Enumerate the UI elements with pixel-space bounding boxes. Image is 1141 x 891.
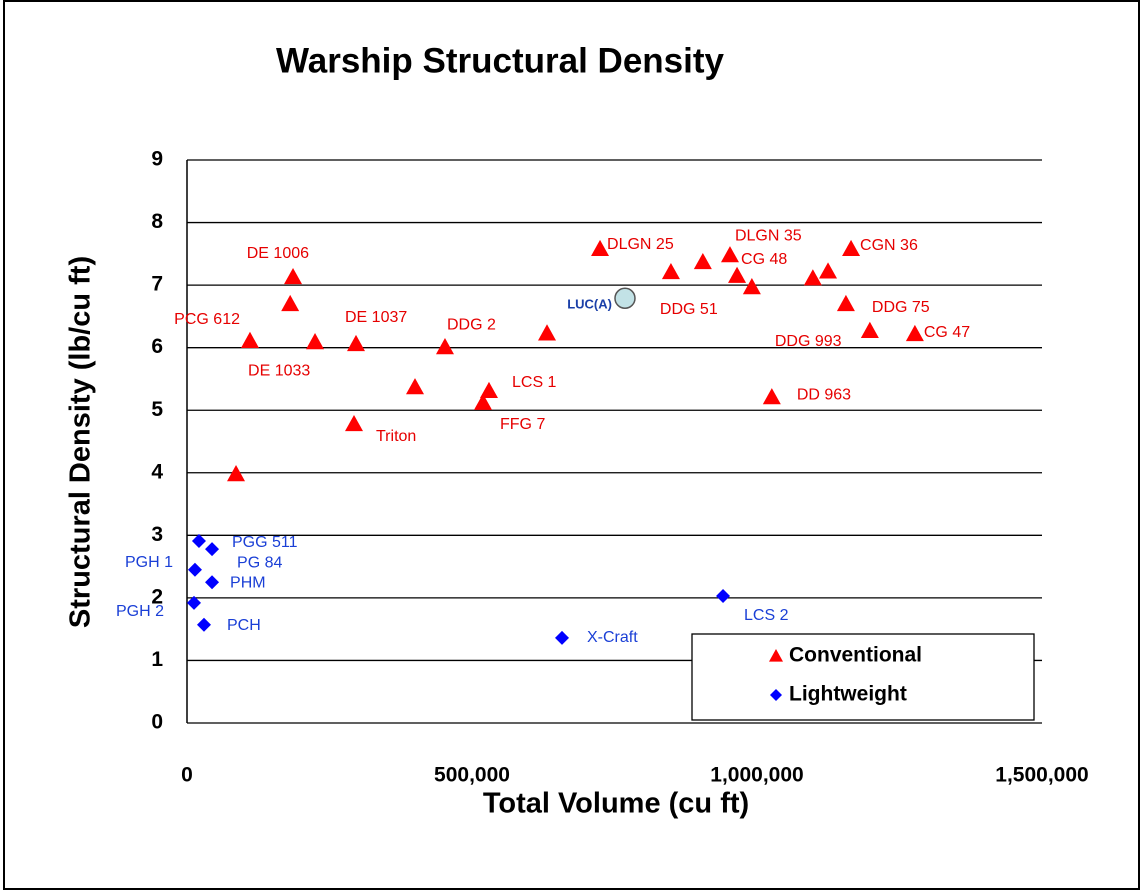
- point: [661, 262, 680, 280]
- point: [187, 562, 202, 577]
- x-tick-label: 500,000: [434, 764, 510, 787]
- point: [191, 533, 206, 548]
- legend-box: [691, 633, 1035, 721]
- point-label: PCH: [227, 617, 261, 634]
- x-tick-label: 0: [181, 764, 193, 787]
- y-tick-label: 6: [151, 335, 163, 358]
- point: [742, 277, 761, 295]
- point: [281, 294, 300, 312]
- point: [205, 542, 220, 557]
- point-label: DLGN 25: [607, 236, 674, 253]
- point-label: PGG 511: [232, 534, 298, 551]
- point-label: FFG 7: [500, 416, 545, 433]
- frame: [3, 0, 1140, 890]
- chart-title: Warship Structural Density: [276, 41, 724, 80]
- point: [474, 393, 493, 410]
- point: [240, 331, 259, 348]
- y-tick-label: 2: [151, 585, 163, 608]
- point-label: CG 47: [924, 324, 970, 341]
- point: [803, 269, 822, 286]
- point-label: DDG 75: [872, 299, 930, 316]
- point: [435, 338, 454, 355]
- point-label: PCG 612: [174, 311, 240, 328]
- y-tick-label: 8: [151, 210, 163, 233]
- point: [860, 321, 879, 338]
- legend-label: Lightweight: [789, 683, 907, 706]
- point-label: PGH 1: [125, 554, 173, 571]
- point: [406, 378, 424, 395]
- point: [479, 381, 498, 399]
- point: [836, 294, 855, 312]
- point-label: DLGN 35: [735, 227, 802, 244]
- point: [614, 287, 636, 309]
- point-label: DD 963: [797, 386, 851, 403]
- point: [345, 414, 364, 432]
- point-label: LUC(A): [567, 297, 612, 312]
- point-label: PG 84: [237, 554, 282, 571]
- point-label: DE 1033: [248, 362, 310, 379]
- point: [591, 239, 610, 257]
- point: [284, 267, 303, 285]
- point-label: PGH 2: [116, 603, 164, 620]
- point: [555, 630, 570, 645]
- point-label: DE 1037: [345, 309, 407, 326]
- x-tick-label: 1,000,000: [710, 764, 803, 787]
- point: [306, 333, 325, 350]
- point-label: LCS 1: [512, 374, 557, 391]
- y-tick-label: 4: [151, 460, 163, 483]
- point: [538, 324, 557, 341]
- y-tick-label: 1: [151, 648, 163, 671]
- point-label: DE 1006: [247, 245, 309, 262]
- point-label: DDG 993: [775, 333, 842, 350]
- y-tick-label: 3: [151, 523, 163, 546]
- y-tick-label: 9: [151, 148, 163, 171]
- point: [347, 334, 366, 352]
- point-label: CG 48: [741, 251, 787, 268]
- legend-label: Conventional: [789, 644, 922, 667]
- y-tick-label: 5: [151, 398, 163, 421]
- point: [187, 595, 202, 610]
- y-axis-label: Structural Density (lb/cu ft): [65, 256, 97, 628]
- point: [728, 266, 747, 283]
- point-label: DDG 2: [447, 316, 496, 333]
- point: [205, 575, 220, 590]
- point: [196, 617, 211, 632]
- point: [762, 388, 781, 405]
- point: [819, 262, 838, 279]
- y-tick-label: 7: [151, 273, 163, 296]
- point: [716, 589, 731, 604]
- legend-marker: [770, 689, 782, 701]
- y-tick-label: 0: [151, 711, 163, 734]
- point-label: Triton: [376, 428, 416, 445]
- point: [720, 246, 739, 263]
- point-label: DDG 51: [660, 301, 718, 318]
- legend-marker: [769, 649, 783, 662]
- point: [693, 252, 712, 270]
- point: [905, 324, 924, 342]
- point-label: CGN 36: [860, 237, 918, 254]
- x-axis-label: Total Volume (cu ft): [483, 788, 749, 820]
- point-label: X-Craft: [587, 629, 638, 646]
- point-label: PHM: [230, 574, 266, 591]
- point-label: LCS 2: [744, 607, 789, 624]
- point: [227, 465, 246, 482]
- x-tick-label: 1,500,000: [995, 764, 1088, 787]
- point: [842, 239, 861, 257]
